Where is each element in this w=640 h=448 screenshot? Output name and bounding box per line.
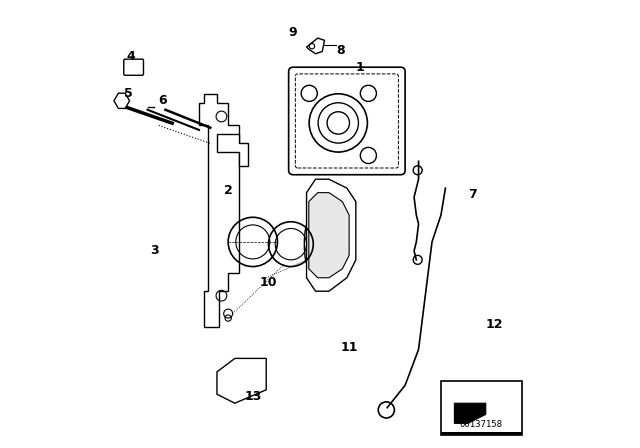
Bar xyxy=(441,381,522,435)
Text: 5: 5 xyxy=(124,86,132,100)
Polygon shape xyxy=(307,179,356,291)
Text: 10: 10 xyxy=(260,276,277,289)
Text: 12: 12 xyxy=(486,318,504,332)
Text: 4: 4 xyxy=(127,49,135,63)
Polygon shape xyxy=(217,134,248,166)
Text: 7: 7 xyxy=(468,188,477,202)
Text: 6: 6 xyxy=(158,94,166,108)
Bar xyxy=(441,432,522,435)
Text: 9: 9 xyxy=(289,26,298,39)
FancyBboxPatch shape xyxy=(124,59,143,75)
Text: 8: 8 xyxy=(336,43,344,57)
Polygon shape xyxy=(217,358,266,403)
Polygon shape xyxy=(307,38,324,54)
FancyBboxPatch shape xyxy=(289,67,405,175)
Text: 11: 11 xyxy=(340,340,358,354)
Text: 00137158: 00137158 xyxy=(460,420,503,429)
Text: 3: 3 xyxy=(150,244,159,258)
Polygon shape xyxy=(199,94,239,327)
Text: 13: 13 xyxy=(245,390,262,403)
Text: 1: 1 xyxy=(356,60,365,74)
Text: 2: 2 xyxy=(224,184,232,197)
Polygon shape xyxy=(114,93,130,108)
Polygon shape xyxy=(454,403,486,423)
Ellipse shape xyxy=(304,222,314,267)
Polygon shape xyxy=(309,193,349,278)
